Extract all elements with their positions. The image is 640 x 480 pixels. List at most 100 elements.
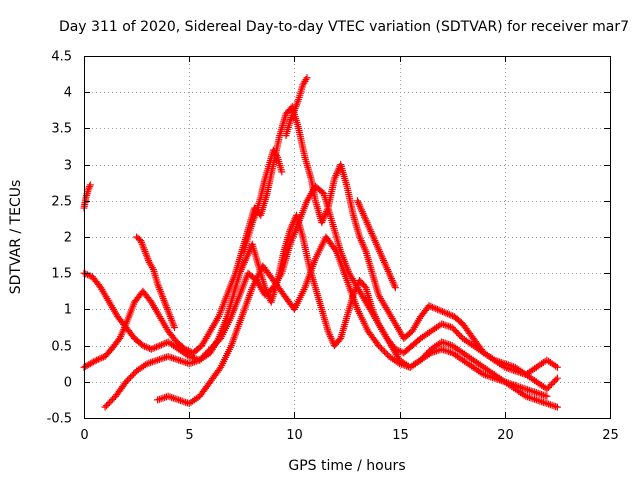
data-point bbox=[425, 302, 433, 310]
trace-marker bbox=[529, 387, 537, 395]
trace-marker bbox=[541, 392, 549, 400]
data-point bbox=[375, 342, 383, 350]
trace-marker bbox=[203, 348, 211, 356]
trace-marker bbox=[441, 321, 449, 329]
trace-marker bbox=[152, 357, 160, 365]
trace-marker bbox=[154, 342, 162, 350]
trace-marker bbox=[549, 379, 557, 387]
trace-marker bbox=[178, 397, 186, 405]
data-point bbox=[164, 352, 172, 360]
trace-marker bbox=[536, 390, 544, 398]
trace-marker bbox=[456, 331, 464, 339]
series-track-i bbox=[354, 197, 399, 292]
trace-marker bbox=[538, 390, 546, 398]
trace-marker bbox=[161, 393, 169, 401]
trace-marker bbox=[525, 386, 533, 394]
trace-marker bbox=[155, 355, 163, 363]
trace-marker bbox=[149, 344, 157, 352]
data-point bbox=[522, 385, 530, 393]
data-point bbox=[170, 324, 178, 331]
trace-marker bbox=[381, 348, 389, 356]
series-track-f bbox=[133, 233, 178, 331]
trace-marker bbox=[157, 341, 165, 349]
data-point bbox=[185, 360, 193, 368]
data-point bbox=[543, 400, 551, 408]
data-point bbox=[543, 385, 551, 393]
trace-marker bbox=[546, 382, 554, 390]
trace-marker bbox=[86, 183, 94, 191]
trace-marker bbox=[443, 347, 451, 355]
trace-marker bbox=[430, 304, 438, 312]
data-point bbox=[93, 356, 101, 364]
data-point bbox=[391, 284, 399, 292]
trace-marker bbox=[447, 311, 455, 319]
trace-marker bbox=[107, 397, 115, 405]
data-point bbox=[532, 389, 540, 397]
trace-marker bbox=[382, 349, 390, 357]
data-point bbox=[196, 356, 204, 364]
series-track-g bbox=[282, 74, 311, 140]
trace-marker bbox=[159, 354, 167, 362]
trace-marker bbox=[199, 353, 207, 361]
trace-marker bbox=[527, 387, 535, 395]
data-point bbox=[154, 396, 162, 404]
data-point bbox=[101, 403, 109, 411]
data-point bbox=[543, 392, 551, 400]
trace-marker bbox=[98, 354, 106, 362]
trace-marker bbox=[178, 357, 186, 365]
trace-marker bbox=[157, 355, 165, 363]
data-point bbox=[139, 342, 147, 350]
trace-marker bbox=[141, 342, 149, 350]
trace-marker bbox=[91, 357, 99, 365]
trace-marker bbox=[159, 394, 167, 402]
data-point bbox=[156, 342, 164, 350]
trace-marker bbox=[379, 346, 387, 354]
trace-marker bbox=[546, 401, 554, 409]
trace-marker bbox=[130, 370, 138, 378]
trace-marker bbox=[173, 395, 181, 403]
trace-marker bbox=[155, 395, 163, 403]
x-tick-label: 5 bbox=[185, 428, 193, 443]
trace-marker bbox=[428, 303, 436, 311]
trace-marker bbox=[151, 344, 159, 352]
trace-marker bbox=[171, 355, 179, 363]
data-point bbox=[175, 356, 183, 364]
trace-marker bbox=[440, 308, 448, 316]
trace-marker bbox=[548, 401, 556, 409]
trace-marker bbox=[106, 398, 114, 406]
trace-marker bbox=[128, 372, 136, 380]
trace-marker bbox=[96, 355, 104, 363]
trace-marker bbox=[125, 375, 133, 383]
trace-marker bbox=[544, 383, 552, 391]
trace-marker bbox=[148, 358, 156, 366]
trace-marker bbox=[182, 358, 190, 366]
trace-marker bbox=[209, 342, 217, 350]
trace-marker bbox=[197, 355, 205, 363]
trace-marker bbox=[211, 341, 219, 349]
trace-marker bbox=[144, 344, 152, 352]
trace-marker bbox=[531, 395, 539, 403]
x-tick-label: 15 bbox=[392, 428, 409, 443]
data-point bbox=[84, 186, 92, 194]
trace-marker bbox=[539, 398, 547, 406]
trace-marker bbox=[152, 343, 160, 351]
trace-marker bbox=[176, 357, 184, 365]
trace-marker bbox=[439, 339, 447, 347]
trace-marker bbox=[142, 343, 150, 351]
trace-marker bbox=[169, 354, 177, 362]
trace-marker bbox=[124, 376, 132, 384]
trace-marker bbox=[169, 394, 177, 402]
data-point bbox=[164, 392, 172, 400]
data-point bbox=[303, 74, 311, 82]
trace-marker bbox=[104, 400, 112, 408]
trace-marker bbox=[216, 365, 224, 373]
data-point bbox=[154, 356, 162, 364]
data-point bbox=[86, 181, 94, 189]
trace-marker bbox=[444, 310, 452, 318]
trace-marker bbox=[538, 398, 546, 406]
trace-marker bbox=[453, 328, 461, 336]
trace-marker bbox=[376, 343, 384, 351]
data-point bbox=[442, 309, 450, 317]
trace-marker bbox=[527, 394, 535, 402]
